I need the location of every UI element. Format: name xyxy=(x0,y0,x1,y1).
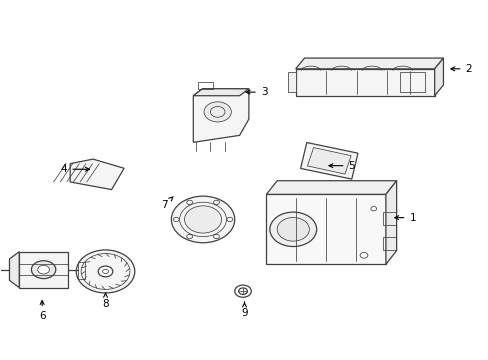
Text: 3: 3 xyxy=(245,87,267,97)
Text: 7: 7 xyxy=(161,197,173,210)
Circle shape xyxy=(234,285,251,297)
Polygon shape xyxy=(9,252,19,288)
Text: 6: 6 xyxy=(39,301,45,321)
Polygon shape xyxy=(295,69,434,96)
Bar xyxy=(198,82,212,89)
Polygon shape xyxy=(193,89,248,142)
Text: 4: 4 xyxy=(61,164,89,174)
Polygon shape xyxy=(266,194,385,264)
Polygon shape xyxy=(385,181,396,264)
Bar xyxy=(383,237,395,250)
Text: 5: 5 xyxy=(328,161,354,171)
Polygon shape xyxy=(295,58,443,69)
Circle shape xyxy=(31,261,56,279)
Polygon shape xyxy=(288,72,295,92)
Circle shape xyxy=(38,265,49,274)
Bar xyxy=(399,72,424,92)
Polygon shape xyxy=(434,58,443,96)
Circle shape xyxy=(76,250,135,293)
Circle shape xyxy=(203,102,231,122)
Polygon shape xyxy=(307,148,350,174)
Bar xyxy=(383,212,395,225)
Text: 2: 2 xyxy=(450,64,471,74)
Polygon shape xyxy=(70,159,124,190)
Text: 9: 9 xyxy=(241,302,247,318)
Circle shape xyxy=(98,266,113,277)
Polygon shape xyxy=(19,252,68,288)
Circle shape xyxy=(171,196,234,243)
Circle shape xyxy=(269,212,316,247)
Bar xyxy=(78,262,85,279)
Text: 8: 8 xyxy=(102,293,109,309)
Text: 1: 1 xyxy=(394,213,415,222)
Polygon shape xyxy=(266,181,396,194)
Polygon shape xyxy=(193,89,248,96)
Circle shape xyxy=(184,206,221,233)
Polygon shape xyxy=(300,143,357,179)
Circle shape xyxy=(277,217,309,241)
